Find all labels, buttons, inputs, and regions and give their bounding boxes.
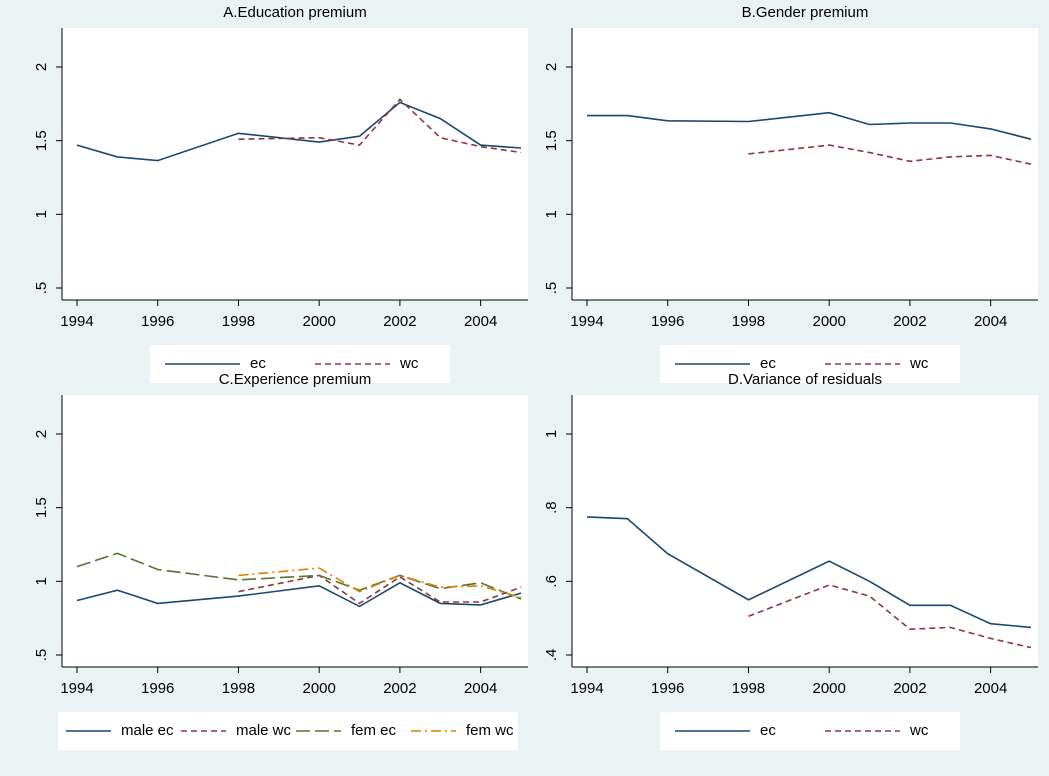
series-line — [586, 516, 1032, 629]
series-line — [76, 101, 522, 162]
y-tick-label: 1.5 — [33, 497, 50, 518]
x-tick-label: 2004 — [464, 313, 497, 330]
plot-area — [62, 395, 528, 667]
x-tick-label: 1996 — [651, 680, 684, 697]
x-tick-label: 2004 — [974, 680, 1007, 697]
chart-title: B.Gender premium — [742, 4, 869, 21]
legend-label: wc — [399, 355, 419, 372]
x-tick-label: 2000 — [812, 680, 845, 697]
x-tick-label: 1994 — [570, 680, 603, 697]
x-tick-label: 2002 — [383, 313, 416, 330]
x-tick-label: 1996 — [651, 313, 684, 330]
y-tick-label: .8 — [543, 501, 560, 514]
series-line — [748, 584, 1032, 649]
plot-area — [572, 28, 1038, 300]
x-tick-label: 1998 — [732, 680, 765, 697]
x-tick-label: 1998 — [222, 313, 255, 330]
x-tick-label: 1996 — [141, 313, 174, 330]
x-tick-label: 1996 — [141, 680, 174, 697]
x-tick-label: 1998 — [222, 680, 255, 697]
y-tick-label: .6 — [543, 575, 560, 588]
series-line — [238, 98, 522, 154]
y-tick-label: 2 — [33, 430, 50, 438]
chart-title: D.Variance of residuals — [728, 371, 882, 388]
x-tick-label: 2002 — [893, 313, 926, 330]
y-tick-label: .4 — [543, 649, 560, 662]
y-tick-label: 1 — [543, 430, 560, 438]
y-tick-label: 1 — [33, 210, 50, 218]
x-tick-label: 2000 — [302, 313, 335, 330]
plot-area — [62, 28, 528, 300]
x-tick-label: 1994 — [570, 313, 603, 330]
x-tick-label: 2004 — [974, 313, 1007, 330]
chart-title: A.Education premium — [223, 4, 366, 21]
chart-title: C.Experience premium — [219, 371, 372, 388]
y-tick-label: 2 — [543, 63, 560, 71]
legend-label: wc — [909, 722, 929, 739]
series-line — [587, 111, 1032, 140]
y-tick-label: .5 — [33, 282, 50, 295]
y-tick-label: .5 — [543, 282, 560, 295]
series-line — [748, 144, 1032, 165]
legend-label: male wc — [236, 722, 292, 739]
y-tick-label: 1.5 — [543, 130, 560, 151]
y-tick-label: 1 — [543, 210, 560, 218]
series-line — [76, 581, 522, 608]
x-tick-label: 2002 — [893, 680, 926, 697]
legend-label: fem ec — [351, 722, 397, 739]
series-line — [238, 567, 522, 599]
legend-label: fem wc — [466, 722, 514, 739]
y-tick-label: 1 — [33, 577, 50, 585]
series-line — [76, 552, 522, 600]
y-tick-label: .5 — [33, 649, 50, 662]
x-tick-label: 2000 — [812, 313, 845, 330]
x-tick-label: 1998 — [732, 313, 765, 330]
legend — [58, 712, 518, 750]
x-tick-label: 2004 — [464, 680, 497, 697]
x-tick-label: 2002 — [383, 680, 416, 697]
legend-label: ec — [760, 355, 776, 372]
x-tick-label: 1994 — [60, 313, 93, 330]
legend-label: wc — [909, 355, 929, 372]
y-tick-label: 1.5 — [33, 130, 50, 151]
x-tick-label: 2000 — [302, 680, 335, 697]
plot-area — [572, 395, 1038, 667]
y-tick-label: 2 — [33, 63, 50, 71]
x-tick-label: 1994 — [60, 680, 93, 697]
legend-label: male ec — [121, 722, 174, 739]
legend-label: ec — [760, 722, 776, 739]
legend-label: ec — [250, 355, 266, 372]
